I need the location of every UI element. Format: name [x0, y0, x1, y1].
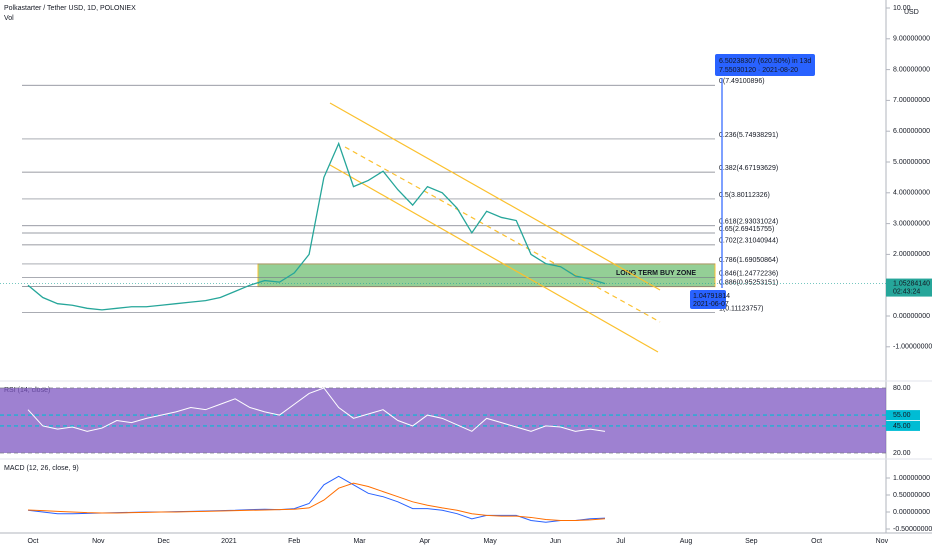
- time-tick-label: Mar: [353, 538, 366, 545]
- price-line: [27, 141, 606, 311]
- macd-title: MACD (12, 26, close, 9): [4, 465, 79, 472]
- rsi-tick-label: 80.00: [893, 385, 911, 392]
- rsi-tick-label: 45.00: [893, 423, 911, 430]
- fib-label: 0.382(4.67193629): [719, 165, 778, 172]
- time-tick-label: Oct: [28, 538, 39, 545]
- last-price-label: 1.05284140: [893, 280, 930, 287]
- channel-line: [329, 102, 661, 291]
- rsi-tick-label: 20.00: [893, 450, 911, 457]
- rsi-band: [0, 388, 886, 453]
- channel-midline: [344, 146, 661, 323]
- price-tick-label: 0.00000000: [893, 313, 930, 320]
- fib-label: 0.786(1.69050864): [719, 257, 778, 264]
- time-tick-label: Nov: [92, 538, 105, 545]
- macd-tick-label: -0.50000000: [893, 526, 932, 533]
- price-tick-label: 9.00000000: [893, 36, 930, 43]
- price-tick-label: 4.00000000: [893, 190, 930, 197]
- rsi-tick-box: [886, 420, 920, 431]
- time-tick-label: Apr: [419, 538, 431, 545]
- price-tick-label: 5.00000000: [893, 159, 930, 166]
- last-price-box: [886, 278, 932, 297]
- buy-zone-label: LONG TERM BUY ZONE: [616, 270, 696, 277]
- fib-label: 1(0.11123757): [719, 305, 764, 312]
- time-tick-label: Jun: [550, 538, 561, 545]
- countdown-label: 02:43:24: [893, 288, 920, 295]
- price-tick-label: 7.00000000: [893, 97, 930, 104]
- fib-label: 0.702(2.31040944): [719, 238, 778, 245]
- projection-sub: 7.55030120 · 2021-08-20: [719, 67, 798, 74]
- projection-start-box: [690, 290, 726, 309]
- time-tick-label: Aug: [680, 538, 693, 545]
- macd-tick-label: 1.00000000: [893, 475, 930, 482]
- axis-unit: USD: [904, 9, 919, 16]
- price-tick-label: 8.00000000: [893, 66, 930, 73]
- time-tick-label: Dec: [157, 538, 170, 545]
- fib-label: 0.618(2.93031024): [719, 219, 778, 226]
- time-tick-label: May: [483, 538, 497, 545]
- price-tick-label: 10.00: [893, 5, 911, 12]
- price-tick-label: 3.00000000: [893, 220, 930, 227]
- macd-tick-label: 0.50000000: [893, 492, 930, 499]
- price-tick-label: -1.00000000: [893, 344, 932, 351]
- symbol-title: Polkastarter / Tether USD, 1D, POLONIEX: [4, 5, 136, 12]
- fib-label: 0.886(0.95253151): [719, 280, 778, 287]
- channel-line: [329, 164, 659, 353]
- macd-signal-line: [27, 482, 606, 521]
- volume-label: Vol: [4, 15, 14, 22]
- fib-label: 0.5(3.80112326): [719, 192, 770, 199]
- fib-label: 0.65(2.69415755): [719, 226, 774, 233]
- time-tick-label: Feb: [288, 538, 300, 545]
- fib-label: 0(7.49100896): [719, 78, 765, 85]
- time-tick-label: Jul: [616, 538, 625, 545]
- projection-start-date: 2021-06-07: [693, 301, 729, 308]
- time-tick-label: Oct: [811, 538, 822, 545]
- projection-start-label: 1.04791814: [693, 293, 730, 300]
- time-tick-label: 2021: [221, 538, 237, 545]
- projection-box: [715, 54, 815, 76]
- rsi-line: [27, 387, 606, 432]
- time-tick-label: Sep: [745, 538, 758, 545]
- fib-label: 0.846(1.24772236): [719, 270, 778, 277]
- macd-tick-label: 0.00000000: [893, 509, 930, 516]
- projection-label: 6.50238307 (620.50%) in 13d: [719, 58, 811, 65]
- price-tick-label: 2.00000000: [893, 251, 930, 258]
- price-tick-label: 6.00000000: [893, 128, 930, 135]
- rsi-tick-label: 55.00: [893, 412, 911, 419]
- fib-label: 0.236(5.74938291): [719, 132, 778, 139]
- time-tick-label: Nov: [876, 538, 889, 545]
- rsi-tick-box: [886, 410, 920, 421]
